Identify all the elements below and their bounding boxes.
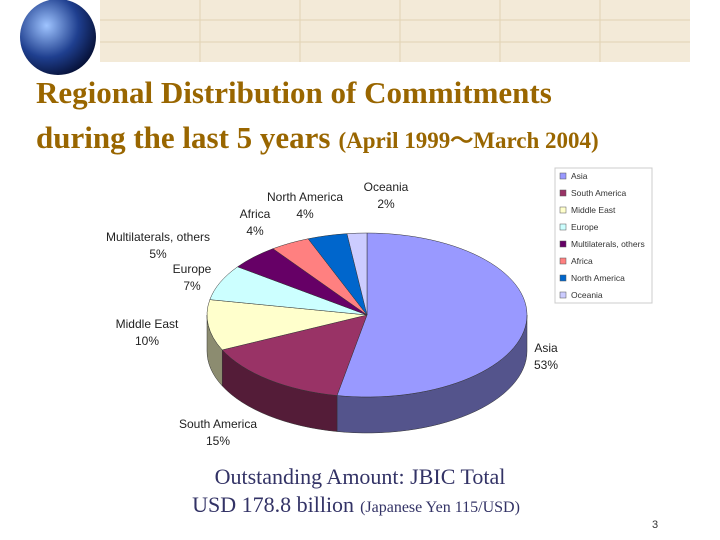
slice-value-label: 4% (246, 224, 264, 238)
slice-label: Multilaterals, others (106, 230, 210, 244)
slice (221, 314, 368, 396)
legend-label: South America (571, 188, 627, 198)
slice (336, 232, 528, 398)
note-small: (Japanese Yen 115/USD) (360, 499, 520, 516)
legend-swatch (559, 274, 567, 282)
slice-value-label: 5% (149, 247, 167, 261)
subtitle: (April 1999～March 2004) (339, 128, 599, 153)
slice-value-label: 2% (377, 197, 395, 211)
slice-value-label: 4% (296, 207, 314, 221)
legend-swatch (559, 189, 567, 197)
legend-label: North America (571, 273, 625, 283)
title-line: during the last 5 years (36, 120, 331, 155)
slice-label: Asia (534, 341, 558, 355)
slice-label: South America (179, 417, 257, 431)
legend-swatch (559, 257, 567, 265)
legend-label: Asia (571, 171, 588, 181)
slice (346, 232, 368, 316)
legend-swatch (559, 206, 567, 214)
slice-label: Oceania (364, 180, 409, 194)
title-line: Regional Distribution of Commitments (36, 75, 552, 110)
header-band (100, 0, 690, 62)
globe-icon (20, 0, 96, 75)
slice-label: Middle East (116, 317, 179, 331)
legend-swatch (559, 291, 567, 299)
legend-label: Africa (571, 256, 593, 266)
note: USD 178.8 billion (192, 492, 354, 517)
legend-label: Oceania (571, 290, 603, 300)
legend-swatch (559, 240, 567, 248)
map-grid (100, 0, 690, 62)
slice-value-label: 15% (206, 434, 230, 448)
legend-label: Multilaterals, others (571, 239, 645, 249)
slice-label: Africa (240, 207, 271, 221)
pie-chart: Asia 53% South America 15% Middle East 10% Eur… (106, 171, 645, 448)
slice-value-label: 10% (135, 334, 159, 348)
slice-label: Europe (173, 262, 212, 276)
legend (554, 167, 653, 304)
note: USD 178.8 billion (Japanese Yen 115/USD) (192, 492, 520, 517)
legend-label: Middle East (571, 205, 616, 215)
legend-swatch (559, 223, 567, 231)
slice-value-label: 7% (183, 279, 201, 293)
note: Outstanding Amount: JBIC Total (215, 464, 506, 489)
slice-label: North America (267, 190, 343, 204)
slice (206, 299, 368, 351)
legend-label: Europe (571, 222, 599, 232)
legend-swatch (559, 172, 567, 180)
page-number: 3 (652, 519, 658, 531)
title-line: during the last 5 years (April 1999～March… (36, 120, 599, 155)
slice-value-label: 53% (534, 358, 558, 372)
